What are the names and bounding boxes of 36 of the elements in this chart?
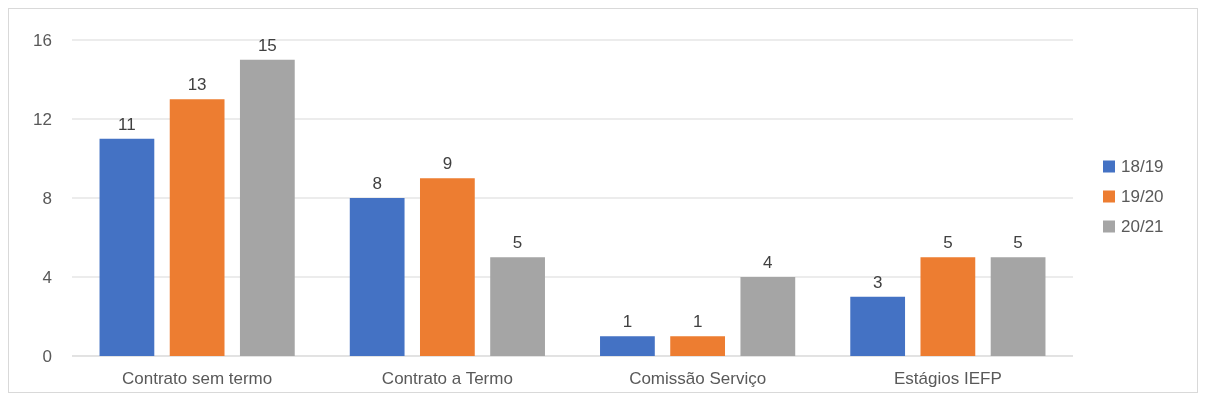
bar <box>670 336 726 356</box>
bar <box>600 336 655 356</box>
legend-label: 19/20 <box>1121 187 1164 207</box>
y-tick-label: 4 <box>42 267 52 287</box>
bar <box>169 99 225 356</box>
data-label: 1 <box>622 312 633 332</box>
x-tick-label: Estágios IEFP <box>894 369 1002 388</box>
data-label: 3 <box>872 272 883 292</box>
legend-label: 18/19 <box>1121 157 1164 177</box>
y-tick-label: 16 <box>33 30 52 50</box>
data-label: 9 <box>442 154 453 174</box>
bar <box>740 277 796 356</box>
bar <box>99 138 155 356</box>
bar <box>850 296 906 356</box>
bar <box>920 257 976 356</box>
y-tick-label: 0 <box>42 346 52 366</box>
data-label: 15 <box>257 35 277 55</box>
data-label: 5 <box>1013 233 1023 253</box>
data-label: 5 <box>943 233 953 253</box>
data-label: 5 <box>512 233 523 253</box>
y-tick-label: 12 <box>33 109 52 129</box>
legend-label: 20/21 <box>1121 217 1164 237</box>
data-label: 8 <box>372 174 382 193</box>
data-label: 11 <box>118 114 136 134</box>
bar <box>990 257 1046 356</box>
bar <box>490 257 545 356</box>
x-tick-label: Contrato a Termo <box>381 369 513 388</box>
bar <box>349 198 405 356</box>
x-tick-label: Contrato sem termo <box>122 369 273 388</box>
data-label: 4 <box>763 253 773 272</box>
bar <box>419 178 475 356</box>
y-tick-label: 8 <box>42 188 52 208</box>
bar <box>239 59 295 356</box>
x-tick-label: Comissão Serviço <box>629 369 767 388</box>
data-label: 13 <box>187 75 207 95</box>
data-label: 1 <box>692 312 703 332</box>
